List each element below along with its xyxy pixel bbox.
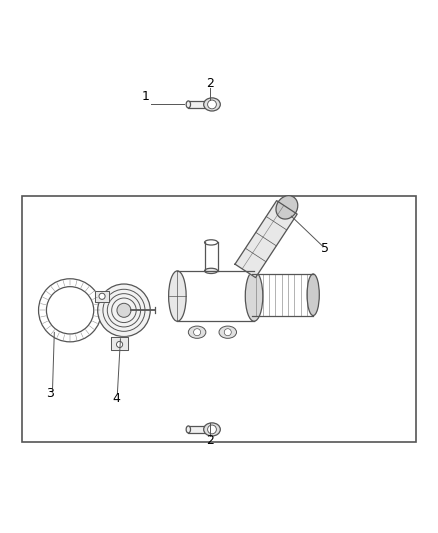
- Text: 2: 2: [206, 77, 214, 90]
- Circle shape: [194, 329, 201, 336]
- Ellipse shape: [219, 326, 237, 338]
- Polygon shape: [95, 290, 109, 302]
- Bar: [188, 101, 205, 108]
- Circle shape: [39, 279, 102, 342]
- Ellipse shape: [186, 101, 191, 108]
- Ellipse shape: [245, 271, 263, 321]
- Text: 3: 3: [46, 387, 54, 400]
- Text: 2: 2: [206, 434, 214, 447]
- Circle shape: [117, 342, 123, 348]
- Bar: [188, 426, 205, 433]
- Ellipse shape: [307, 274, 319, 316]
- Circle shape: [224, 329, 231, 336]
- Polygon shape: [111, 336, 128, 350]
- Ellipse shape: [204, 423, 220, 436]
- Text: 4: 4: [112, 392, 120, 405]
- Circle shape: [98, 284, 150, 336]
- Circle shape: [208, 100, 216, 109]
- Ellipse shape: [204, 98, 220, 111]
- Ellipse shape: [186, 426, 191, 433]
- Ellipse shape: [188, 326, 206, 338]
- Ellipse shape: [276, 196, 298, 219]
- Ellipse shape: [205, 268, 218, 273]
- Polygon shape: [235, 200, 297, 278]
- Circle shape: [117, 303, 131, 317]
- Ellipse shape: [205, 240, 218, 245]
- Bar: [22, 197, 416, 442]
- Circle shape: [208, 425, 216, 434]
- Circle shape: [99, 293, 105, 300]
- Text: 1: 1: [142, 91, 150, 103]
- Ellipse shape: [169, 271, 186, 321]
- Circle shape: [46, 287, 94, 334]
- Text: 5: 5: [321, 243, 329, 255]
